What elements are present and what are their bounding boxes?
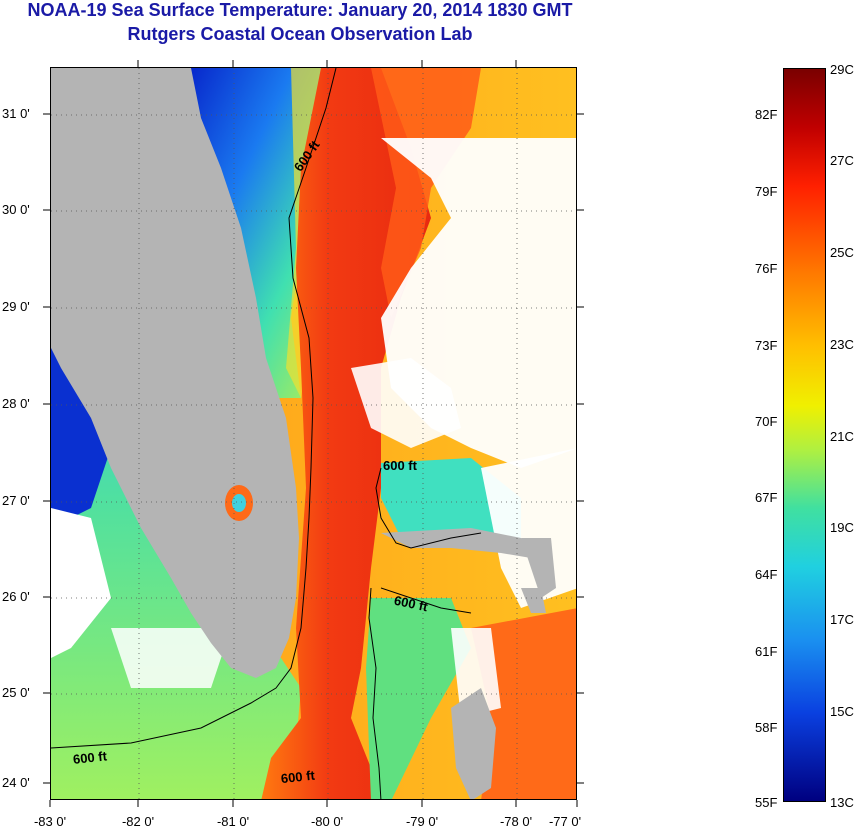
colorbar-c-23: 23C bbox=[830, 337, 854, 352]
colorbar-f-73: 73F bbox=[755, 338, 778, 353]
bahamas-warm-water bbox=[471, 608, 576, 799]
bahamas-small-island bbox=[521, 588, 546, 613]
colorbar-f-76: 76F bbox=[755, 261, 778, 276]
sst-map: 600 ft 600 ft 600 ft 600 ft 600 ft bbox=[50, 67, 577, 800]
lat-label-29: 29 0' bbox=[2, 299, 30, 314]
colorbar-f-61: 61F bbox=[755, 644, 778, 659]
cloud-cover-west bbox=[51, 508, 111, 658]
lon-label-79: -79 0' bbox=[405, 814, 439, 829]
lat-label-26: 26 0' bbox=[2, 589, 30, 604]
colorbar-gradient bbox=[784, 69, 825, 801]
lon-label-78: -78 0' bbox=[499, 814, 533, 829]
abaco-island bbox=[521, 538, 556, 598]
florida-peninsula bbox=[51, 68, 299, 678]
colorbar-c-25: 25C bbox=[830, 245, 854, 260]
contour-label-south: 600 ft bbox=[280, 768, 316, 787]
colorbar-c-17: 17C bbox=[830, 612, 854, 627]
colorbar-c-27: 27C bbox=[830, 153, 854, 168]
gulf-stream-eddy bbox=[371, 68, 481, 318]
lat-label-24: 24 0' bbox=[2, 775, 30, 790]
lon-label-83: -83 0' bbox=[33, 814, 67, 829]
colorbar-f-67: 67F bbox=[755, 490, 778, 505]
colorbar-c-29: 29C bbox=[830, 62, 854, 77]
colorbar-c-19: 19C bbox=[830, 520, 854, 535]
colorbar-f-70: 70F bbox=[755, 414, 778, 429]
lat-label-27: 27 0' bbox=[2, 493, 30, 508]
sst-map-canvas: 600 ft 600 ft 600 ft 600 ft 600 ft bbox=[51, 68, 576, 799]
lon-label-80: -80 0' bbox=[310, 814, 344, 829]
map-subtitle: Rutgers Coastal Ocean Observation Lab bbox=[127, 24, 473, 44]
lon-label-77: -77 0' bbox=[548, 814, 582, 829]
colorbar-f-55: 55F bbox=[755, 795, 778, 810]
contour-label-straits: 600 ft bbox=[393, 593, 430, 615]
lat-label-25: 25 0' bbox=[2, 685, 30, 700]
cloud-cover-straits bbox=[451, 628, 501, 718]
andros-island bbox=[451, 688, 496, 799]
lat-label-28: 28 0' bbox=[2, 396, 30, 411]
great-bahama-bank-water bbox=[366, 598, 471, 799]
colorbar-c-21: 21C bbox=[830, 429, 854, 444]
lake-okeechobee-center bbox=[232, 494, 246, 512]
isobath-600ft bbox=[51, 68, 482, 799]
colorbar-f-58: 58F bbox=[755, 720, 778, 735]
colorbar-f-64: 64F bbox=[755, 567, 778, 582]
cloud-cover-southwest bbox=[111, 628, 231, 688]
cloud-cover-central bbox=[351, 358, 461, 448]
colorbar-f-79: 79F bbox=[755, 184, 778, 199]
lon-label-81: -81 0' bbox=[216, 814, 250, 829]
graticule bbox=[51, 68, 576, 799]
colorbar-f-82: 82F bbox=[755, 107, 778, 122]
colorbar-c-15: 15C bbox=[830, 704, 854, 719]
lat-label-30: 30 0' bbox=[2, 202, 30, 217]
lon-label-82: -82 0' bbox=[121, 814, 155, 829]
lat-label-31: 31 0' bbox=[2, 106, 30, 121]
map-title: NOAA-19 Sea Surface Temperature: January… bbox=[27, 0, 573, 20]
contour-label-grand-bahama: 600 ft bbox=[383, 458, 418, 473]
grand-bahama-island bbox=[381, 528, 531, 558]
temperature-colorbar bbox=[783, 68, 826, 802]
colorbar-c-13: 13C bbox=[830, 795, 854, 810]
contour-label-southwest: 600 ft bbox=[72, 748, 108, 767]
